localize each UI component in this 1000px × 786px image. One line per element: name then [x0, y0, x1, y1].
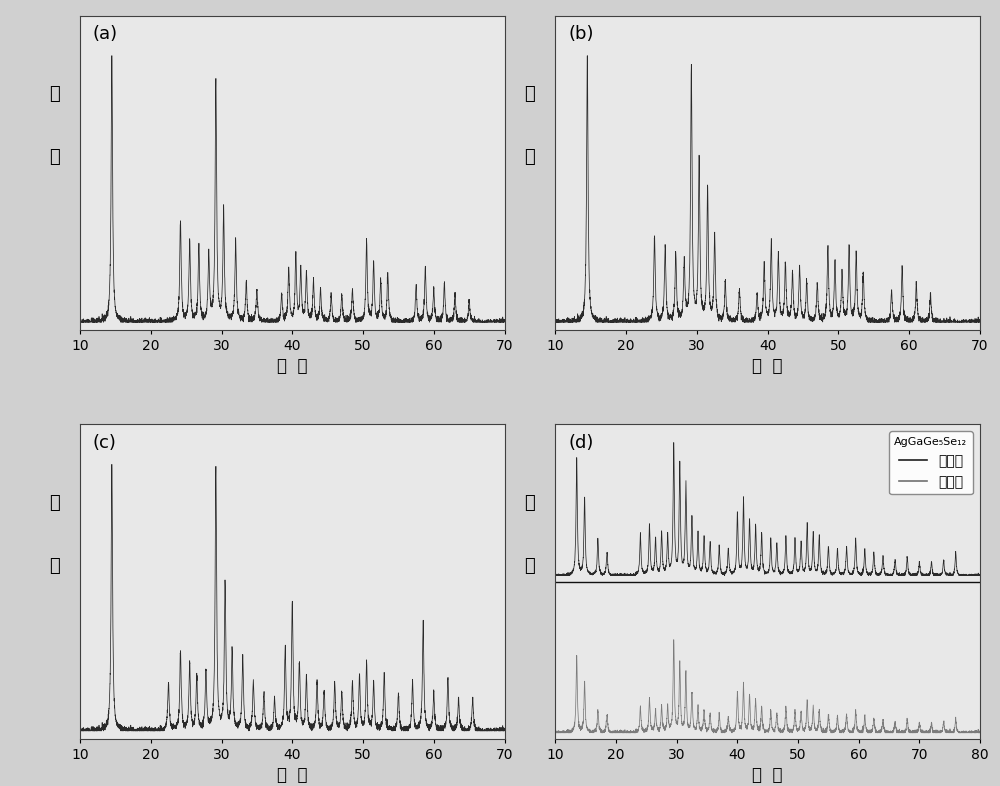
Text: 强: 强: [525, 494, 535, 512]
Text: (b): (b): [568, 25, 594, 43]
X-axis label: 角  度: 角 度: [752, 766, 783, 784]
Text: 度: 度: [525, 149, 535, 166]
Text: 强: 强: [525, 86, 535, 103]
X-axis label: 角  度: 角 度: [277, 358, 308, 375]
Text: (c): (c): [93, 434, 117, 452]
Text: 强: 强: [49, 86, 60, 103]
X-axis label: 角  度: 角 度: [277, 766, 308, 784]
Text: 度: 度: [525, 557, 535, 575]
Legend: 模拟値, 实验値: 模拟値, 实验値: [889, 432, 973, 494]
Text: (d): (d): [568, 434, 594, 452]
Text: 强: 强: [49, 494, 60, 512]
Text: (a): (a): [93, 25, 118, 43]
Text: 度: 度: [49, 149, 60, 166]
Text: 度: 度: [49, 557, 60, 575]
X-axis label: 角  度: 角 度: [752, 358, 783, 375]
